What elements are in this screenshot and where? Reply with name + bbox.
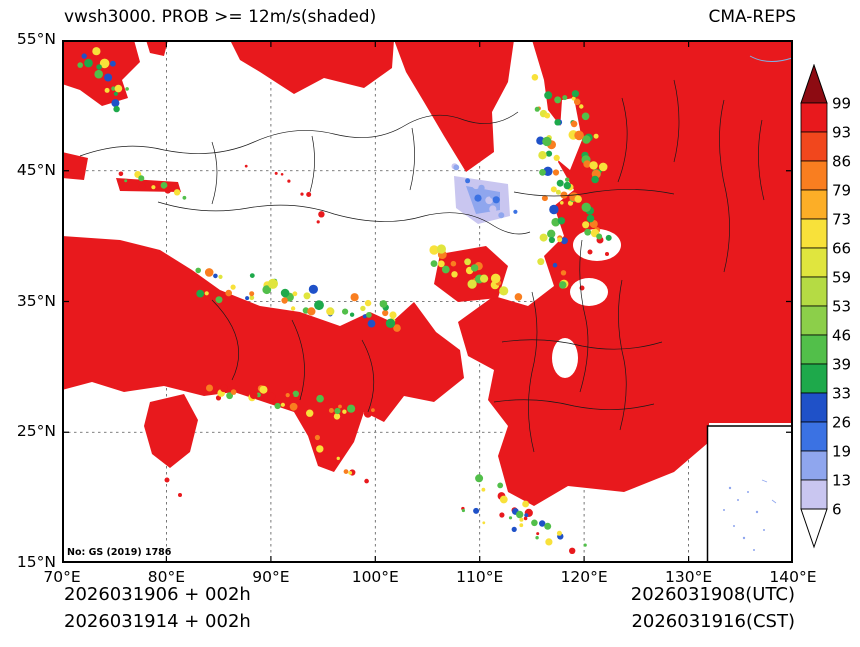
map-svg xyxy=(62,40,793,563)
colorbar-tick-label: 86 xyxy=(832,153,851,171)
valid-time-utc: 2026031908(UTC) xyxy=(630,584,795,605)
lat-tick-label: 25°N xyxy=(16,422,56,441)
probability-shading xyxy=(62,40,793,506)
river-line xyxy=(749,55,793,62)
white-gap xyxy=(570,278,608,306)
lon-tick-label: 80°E xyxy=(147,568,186,586)
white-gap xyxy=(552,338,578,378)
colorbar-tick-label: 99 xyxy=(832,95,851,113)
colorbar-tick-label: 93 xyxy=(832,124,851,142)
colorbar-tick-label: 19 xyxy=(832,443,851,461)
axis-ticks xyxy=(64,42,791,561)
lon-tick-label: 130°E xyxy=(665,568,713,586)
lat-tick-label: 15°N xyxy=(16,553,56,571)
colorbar-segment xyxy=(800,479,828,510)
colorbar-tick-label: 39 xyxy=(832,356,851,374)
shaded-region xyxy=(230,40,394,94)
lon-tick-label: 100°E xyxy=(351,568,399,586)
boundaries xyxy=(79,79,765,453)
colorbar-tick-label: 53 xyxy=(832,298,851,316)
colorbar-segment xyxy=(800,305,828,336)
colorbar-segment xyxy=(800,247,828,278)
colorbar-over-arrow xyxy=(800,64,828,104)
colorbar-tick-label: 26 xyxy=(832,414,851,432)
colorbar-segment xyxy=(800,276,828,307)
fringe-speckles xyxy=(77,47,612,554)
colorbar-segment xyxy=(800,450,828,481)
lon-tick-label: 90°E xyxy=(252,568,290,586)
shaded-region xyxy=(62,152,88,180)
colorbar-segment xyxy=(800,363,828,394)
colorbar-tick-label: 46 xyxy=(832,327,851,345)
colorbar: 99 93 86 79 73 66 59 53 46 39 33 26 19 13 6 xyxy=(799,64,860,550)
colorbar-segment xyxy=(800,131,828,162)
valid-time-cst: 2026031916(CST) xyxy=(631,611,795,632)
lon-tick-label: 140°E xyxy=(769,568,817,586)
lat-tick-label: 55°N xyxy=(16,30,56,48)
map-license-label: No: GS (2019) 1786 xyxy=(67,547,172,558)
lat-tick-label: 45°N xyxy=(16,160,56,179)
colorbar-tick-label: 73 xyxy=(832,211,851,229)
colorbar-tick-label: 6 xyxy=(832,501,842,519)
colorbar-svg: 99 93 86 79 73 66 59 53 46 39 33 26 19 13 6 xyxy=(800,64,851,549)
lon-tick-label: 120°E xyxy=(560,568,608,586)
colorbar-tick-label: 59 xyxy=(832,269,851,287)
colorbar-segment xyxy=(800,421,828,452)
inset-box xyxy=(706,425,793,563)
colorbar-tick-label: 33 xyxy=(832,385,851,403)
model-name: CMA-REPS xyxy=(708,7,796,27)
lon-tick-label: 110°E xyxy=(456,568,504,586)
shaded-region xyxy=(146,40,168,56)
shaded-region xyxy=(144,394,198,468)
colorbar-segment xyxy=(800,334,828,365)
colorbar-under-arrow xyxy=(800,508,828,549)
colorbar-segment xyxy=(800,189,828,220)
shaded-region xyxy=(394,40,514,172)
colorbar-segment xyxy=(800,102,828,133)
map-canvas: No: GS (2019) 1786 xyxy=(62,40,793,563)
lon-tick-label: 70°E xyxy=(43,568,81,586)
colorbar-tick-label: 66 xyxy=(832,240,851,258)
colorbar-segment xyxy=(800,392,828,423)
shaded-region xyxy=(62,236,464,472)
shaded-region xyxy=(458,40,793,506)
init-time-cst: 2026031914 + 002h xyxy=(64,611,251,632)
colorbar-segment xyxy=(800,160,828,191)
chart-title: vwsh3000. PROB >= 12m/s(shaded) xyxy=(64,7,377,27)
map-frame xyxy=(62,40,793,563)
lat-tick-label: 35°N xyxy=(16,291,56,310)
colorbar-tick-label: 13 xyxy=(832,472,851,490)
shaded-region xyxy=(434,246,508,302)
colorbar-segment xyxy=(800,218,828,249)
colorbar-tick-label: 79 xyxy=(832,182,851,200)
init-time-utc: 2026031906 + 002h xyxy=(64,584,251,605)
inset-islands xyxy=(723,486,765,551)
